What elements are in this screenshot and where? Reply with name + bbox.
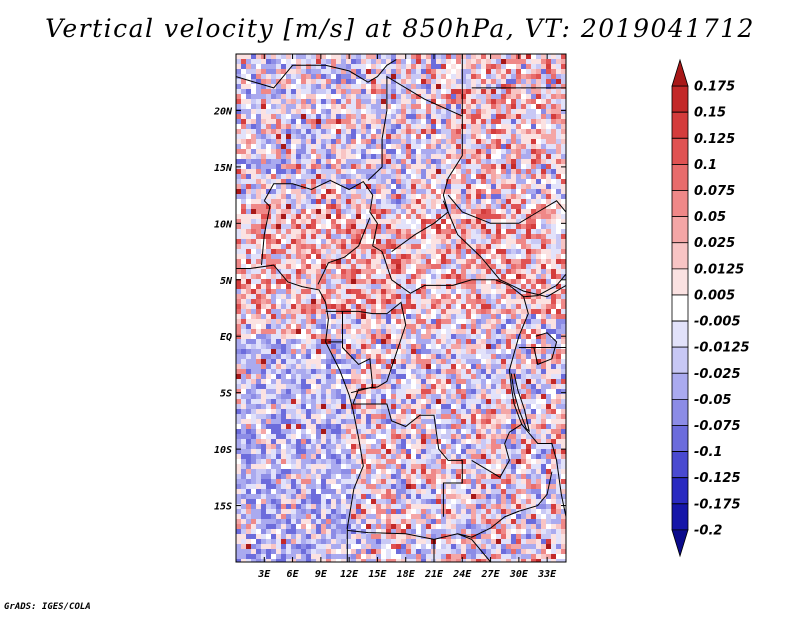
colorbar-label: -0.0125 bbox=[694, 341, 750, 356]
colorbar-swatch bbox=[671, 425, 689, 452]
colorbar-swatch bbox=[671, 190, 689, 218]
colorbar-label: -0.05 bbox=[694, 393, 731, 408]
colorbar-swatch bbox=[671, 58, 689, 87]
colorbar-swatch bbox=[671, 346, 689, 374]
colorbar-label: 0.025 bbox=[694, 236, 735, 251]
x-tick-label: 3E bbox=[257, 569, 271, 580]
colorbar-swatch bbox=[671, 294, 689, 322]
colorbar-label: 0.175 bbox=[694, 80, 735, 95]
colorbar-label: 0.1 bbox=[694, 158, 717, 173]
x-tick-label: 9E bbox=[315, 569, 328, 580]
colorbar-swatch bbox=[671, 242, 689, 270]
x-tick-label: 30E bbox=[509, 569, 529, 580]
colorbar-label: 0.0125 bbox=[694, 262, 744, 277]
colorbar-label: -0.005 bbox=[694, 315, 741, 330]
colorbar-swatch bbox=[671, 529, 689, 558]
colorbar-swatch bbox=[671, 398, 689, 426]
colorbar-swatch bbox=[671, 268, 689, 296]
y-tick-label: EQ bbox=[220, 332, 232, 343]
y-tick-label: 5N bbox=[220, 276, 233, 287]
y-tick-label: 20N bbox=[213, 106, 233, 117]
y-tick-label: 10S bbox=[214, 445, 232, 456]
colorbar-label: 0.125 bbox=[694, 132, 735, 147]
x-tick-label: 18E bbox=[397, 569, 416, 580]
colorbar-swatch bbox=[671, 320, 689, 348]
colorbar-label: -0.075 bbox=[694, 419, 741, 434]
x-tick-label: 24E bbox=[452, 569, 472, 580]
country-borders bbox=[236, 54, 566, 562]
colorbar-swatch bbox=[671, 503, 689, 531]
map-frame bbox=[235, 53, 567, 563]
x-tick-label: 27E bbox=[481, 569, 501, 580]
colorbar-label: -0.175 bbox=[694, 497, 741, 512]
colorbar-swatch bbox=[671, 111, 689, 139]
x-tick-label: 12E bbox=[340, 569, 359, 580]
colorbar-swatch bbox=[671, 477, 689, 505]
colorbar-swatch bbox=[671, 164, 689, 191]
velocity-field bbox=[236, 54, 566, 562]
colorbar-swatch bbox=[671, 451, 689, 479]
colorbar-swatch bbox=[671, 216, 689, 244]
x-tick-label: 21E bbox=[424, 569, 444, 580]
colorbar: 0.175 0.15 0.125 0.1 0.075 0.05 0.025 0.0125 0.0… bbox=[671, 58, 750, 558]
x-tick-label: 6E bbox=[287, 569, 300, 580]
colorbar-label: 0.15 bbox=[694, 106, 726, 121]
grads-credit: GrADS: IGES/COLA bbox=[4, 602, 91, 612]
x-tick-label: 33E bbox=[537, 569, 557, 580]
colorbar-label: -0.1 bbox=[694, 445, 722, 460]
colorbar-label: -0.2 bbox=[694, 523, 722, 538]
colorbar-swatch bbox=[671, 137, 689, 165]
y-tick-label: 5S bbox=[220, 389, 232, 400]
colorbar-label: 0.005 bbox=[694, 288, 735, 303]
y-tick-label: 10N bbox=[214, 219, 233, 230]
colorbar-label: 0.075 bbox=[694, 184, 735, 199]
y-tick-label: 15N bbox=[214, 163, 233, 174]
y-tick-label: 15S bbox=[214, 502, 232, 513]
colorbar-label: 0.05 bbox=[694, 210, 726, 225]
x-tick-label: 15E bbox=[368, 569, 387, 580]
colorbar-swatch bbox=[671, 85, 689, 113]
colorbar-swatch bbox=[671, 372, 689, 400]
plot-title: Vertical velocity [m/s] at 850hPa, VT: 2… bbox=[45, 14, 755, 43]
colorbar-label: -0.025 bbox=[694, 367, 741, 382]
latitude-axis: 20N 15N 10N 5N EQ 5S 10S 15S bbox=[213, 106, 566, 513]
longitude-axis: 3E 6E 9E 12E 15E 18E 21E 24E 27E 30E 33E bbox=[257, 54, 557, 580]
colorbar-label: -0.125 bbox=[694, 471, 741, 486]
